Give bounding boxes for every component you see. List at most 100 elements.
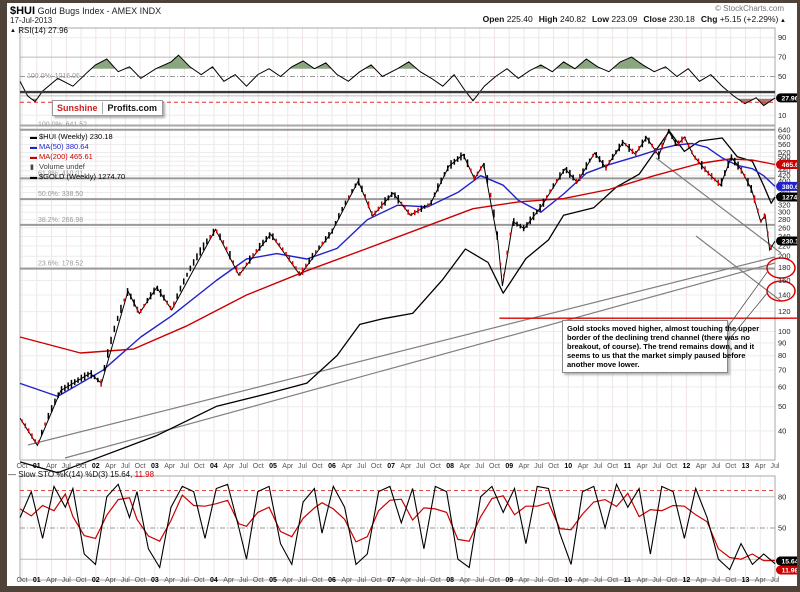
- price-bar: [50, 405, 53, 413]
- main-legend: ▬ $HUI (Weekly) 230.18 ▬ MA(50) 380.64 ▬ MA(2…: [30, 132, 125, 182]
- price-bubble: [776, 192, 800, 202]
- price-bar: [598, 156, 601, 163]
- price-bar: [410, 212, 413, 217]
- price-bar: [318, 245, 320, 250]
- price-bar: [232, 260, 234, 264]
- price-bar: [196, 253, 198, 261]
- price-bar: [569, 169, 571, 178]
- price-bar: [275, 238, 277, 243]
- fib-label: 23.6%: 178.52: [38, 261, 83, 268]
- price-bubble-value: 27.96: [781, 95, 798, 102]
- price-bar: [120, 304, 122, 314]
- price-bar: [615, 150, 617, 155]
- price-bar: [628, 144, 630, 152]
- price-bar: [41, 429, 43, 436]
- axis-label: 280: [778, 215, 791, 224]
- price-bar: [625, 143, 627, 147]
- date-label: 06: [328, 577, 336, 584]
- price-bar: [631, 148, 634, 154]
- price-bar: [24, 423, 27, 429]
- price-bar: [387, 195, 390, 201]
- price-bar: [219, 233, 221, 241]
- date-axis-upper: Oct 01 Apr Jul Oct 02 Apr Jul Oct 03 Apr Jul Oct 04 Ap…: [0, 463, 800, 473]
- price-bar: [64, 384, 66, 392]
- price-bar: [618, 143, 620, 152]
- price-bar: [522, 225, 525, 232]
- price-bar: [450, 160, 452, 169]
- date-label: 08: [446, 577, 455, 584]
- price-bar: [67, 382, 69, 390]
- axis-label: 220: [778, 241, 791, 250]
- price-bubble: [776, 236, 800, 246]
- price-bar: [651, 143, 653, 148]
- price-bar: [460, 152, 462, 161]
- legend-row: ▬ $GOLD (Weekly) 1274.70: [30, 172, 125, 182]
- price-bar: [321, 241, 324, 245]
- rsi-line: [19, 54, 776, 107]
- date-label: Jul: [652, 577, 662, 584]
- price-bar: [694, 155, 696, 160]
- date-label: Apr: [223, 577, 235, 584]
- date-label: Apr: [754, 577, 766, 584]
- price-bar: [262, 239, 264, 247]
- price-bar: [701, 161, 703, 170]
- date-label: Oct: [725, 463, 737, 470]
- price-bar: [635, 151, 637, 156]
- price-bar: [282, 247, 284, 251]
- price-bar: [648, 137, 650, 144]
- axis-label: 100: [778, 327, 791, 336]
- date-label: Apr: [282, 577, 294, 584]
- price-bar: [740, 166, 743, 174]
- price-bar: [513, 218, 515, 226]
- price-bar: [206, 238, 208, 245]
- price-bar: [674, 139, 677, 146]
- price-bar: [140, 308, 142, 313]
- price-bar: [572, 174, 574, 181]
- price-bar: [272, 233, 274, 241]
- price-bar: [258, 242, 261, 251]
- ohlc-label: Low: [591, 14, 609, 24]
- price-bar: [767, 231, 769, 237]
- price-bar: [658, 151, 660, 160]
- date-label: 11: [623, 463, 632, 470]
- date-label: Apr: [105, 463, 117, 470]
- date-label: Apr: [400, 463, 412, 470]
- ohlc-label: Close: [643, 14, 667, 24]
- price-bar: [536, 209, 538, 215]
- price-bubble-value: 380.64: [782, 184, 800, 191]
- date-label: Oct: [134, 577, 146, 584]
- rsi-shaded-area: [91, 59, 116, 69]
- price-bar: [136, 306, 139, 313]
- date-label: Apr: [636, 577, 648, 584]
- annotation-line: seems to us that the market simply pause…: [567, 351, 746, 360]
- price-bubble: [776, 160, 800, 170]
- date-label: Jul: [357, 577, 367, 584]
- date-label: Jul: [61, 463, 71, 470]
- price-bar: [565, 167, 568, 174]
- price-bar: [159, 289, 162, 297]
- price-bar: [463, 153, 465, 160]
- date-label: Oct: [429, 577, 441, 584]
- price-bar: [265, 236, 267, 243]
- price-bar: [31, 433, 33, 439]
- rsi-shaded-area: [737, 98, 755, 104]
- price-bar: [552, 183, 555, 189]
- date-label: 04: [210, 577, 218, 584]
- date-label: Oct: [311, 577, 323, 584]
- date-label: 01: [32, 577, 41, 584]
- date-label: Apr: [577, 463, 589, 470]
- axis-label: 50: [778, 524, 786, 533]
- price-bubble-value: 465.61: [782, 162, 800, 169]
- date-label: Jul: [298, 463, 307, 470]
- price-bar: [585, 162, 588, 170]
- channel-trendline: [655, 157, 782, 254]
- date-label: 10: [564, 577, 573, 584]
- price-bar: [671, 134, 673, 139]
- price-bar: [239, 271, 241, 276]
- axis-label: 70: [778, 366, 786, 375]
- price-bar: [489, 192, 492, 198]
- date-label: Oct: [429, 463, 441, 470]
- price-bar: [427, 203, 429, 207]
- price-bar: [390, 191, 393, 197]
